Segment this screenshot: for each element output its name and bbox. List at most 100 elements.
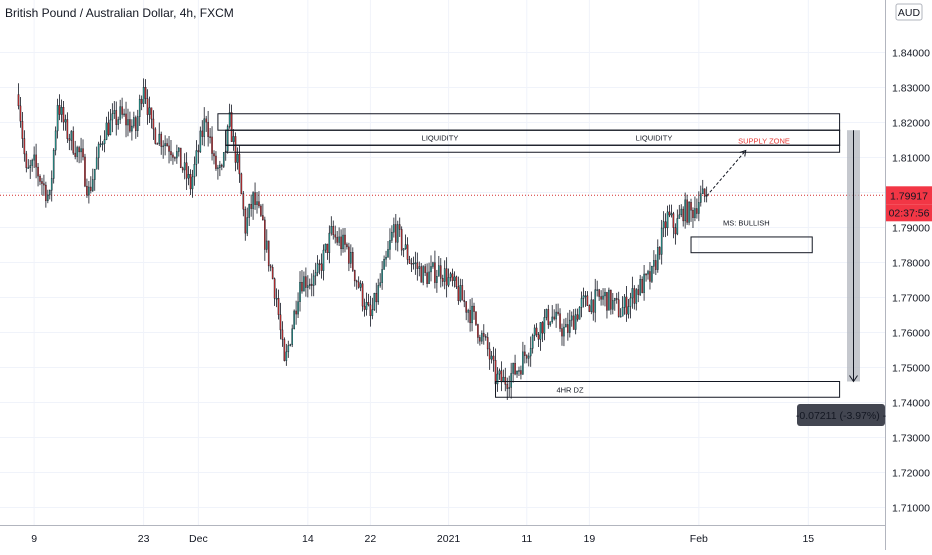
candle-body xyxy=(285,351,288,361)
candle-body xyxy=(297,301,299,315)
y-tick-label: 1.76000 xyxy=(892,328,930,340)
candle-body xyxy=(111,113,114,121)
candle-body xyxy=(91,179,94,191)
candle-body xyxy=(672,213,675,228)
candle-body xyxy=(527,355,530,359)
candle-body xyxy=(273,278,276,299)
candle-body xyxy=(590,299,593,312)
candle-body xyxy=(463,299,466,302)
candle-body xyxy=(629,297,632,307)
candle-body xyxy=(465,301,467,313)
candle-body xyxy=(242,193,245,210)
candle-body xyxy=(436,276,438,283)
candle-body xyxy=(674,227,677,235)
x-tick-label: Feb xyxy=(690,533,708,545)
candle-body xyxy=(656,247,659,270)
candle-body xyxy=(574,314,577,330)
candle-body xyxy=(694,208,696,218)
candle-body xyxy=(342,234,344,250)
candle-body xyxy=(178,147,180,152)
candle-body xyxy=(25,153,28,168)
candle-body xyxy=(637,289,640,295)
candle-body xyxy=(334,234,337,238)
candle-body xyxy=(179,147,182,169)
candle-body xyxy=(576,314,579,320)
candle-body xyxy=(84,156,86,187)
candle-body xyxy=(158,133,161,144)
candle-body xyxy=(469,310,471,324)
candle-body xyxy=(545,309,548,318)
candle-body xyxy=(447,277,450,286)
candle-body xyxy=(520,370,522,375)
candle-body xyxy=(281,329,284,340)
candle-body xyxy=(58,105,61,115)
candle-body xyxy=(215,155,217,169)
candle-body xyxy=(512,363,514,374)
candle-body xyxy=(569,319,571,333)
candle-body xyxy=(348,246,350,264)
candle-body xyxy=(434,262,436,283)
candle-body xyxy=(27,167,30,169)
candle-body xyxy=(498,370,501,375)
candle-body xyxy=(295,310,297,315)
candle-body xyxy=(17,94,20,107)
candle-body xyxy=(377,285,380,303)
candle-body xyxy=(119,106,121,120)
candle-body xyxy=(582,295,585,299)
candle-body xyxy=(482,333,485,337)
candle-body xyxy=(682,208,684,222)
zones-layer: LIQUIDITY LIQUIDITY 4HR DZ xyxy=(217,113,841,398)
candle-body xyxy=(191,176,194,190)
candle-body xyxy=(113,110,116,114)
candle-body xyxy=(152,118,155,130)
candle-body xyxy=(365,302,368,310)
candle-body xyxy=(265,240,268,250)
measure-arrowhead xyxy=(849,375,858,383)
candle-body xyxy=(391,231,393,241)
candle-body xyxy=(93,168,96,180)
candle-body xyxy=(37,166,39,177)
candle-body xyxy=(484,336,487,338)
candle-body xyxy=(271,267,274,279)
candle-body xyxy=(617,299,620,317)
candle-body xyxy=(162,145,164,148)
candle-body xyxy=(410,262,413,265)
x-tick-label: 2021 xyxy=(437,533,461,545)
candle-body xyxy=(367,302,370,306)
candle-body xyxy=(195,150,198,165)
candle-body xyxy=(29,165,32,168)
candle-body xyxy=(222,152,225,167)
candle-body xyxy=(676,218,679,235)
candle-body xyxy=(373,293,376,310)
candle-body xyxy=(86,185,88,196)
zone-box xyxy=(690,236,813,254)
candle-body xyxy=(205,118,207,123)
candle-body xyxy=(105,122,108,140)
candle-body xyxy=(291,328,294,345)
candle-body xyxy=(269,265,272,268)
x-tick-label: 15 xyxy=(802,533,814,545)
candle-body xyxy=(160,133,163,147)
candle-body xyxy=(221,164,223,167)
grid xyxy=(0,0,885,525)
candle-body xyxy=(565,324,567,328)
candle-body xyxy=(418,266,421,269)
countdown-tag-value: 02:37:56 xyxy=(889,207,930,219)
candle-body xyxy=(580,298,583,308)
candle-body xyxy=(197,150,200,153)
zone-box xyxy=(225,144,841,153)
candle-body xyxy=(408,259,411,264)
candle-body xyxy=(209,136,211,138)
zone-label: LIQUIDITY xyxy=(422,134,459,143)
candle-body xyxy=(668,211,671,216)
candle-body xyxy=(602,295,604,300)
candle-body xyxy=(531,335,534,349)
candle-body xyxy=(660,227,663,255)
zone-label: 4HR DZ xyxy=(556,385,584,394)
candle-body xyxy=(379,282,381,286)
candle-body xyxy=(260,205,262,216)
candle-body xyxy=(600,296,602,300)
